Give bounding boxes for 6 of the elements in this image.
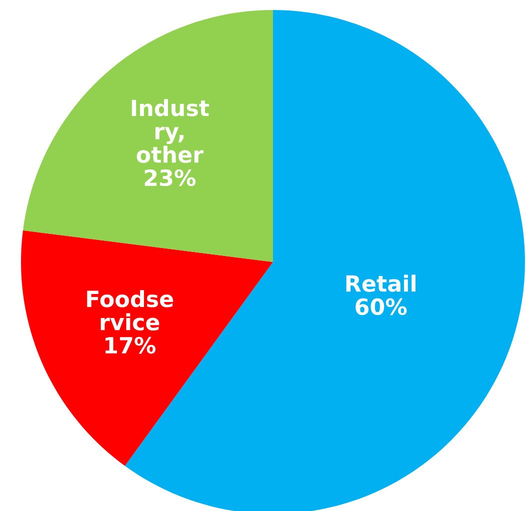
slice-label: Indust ry, other [132,99,210,163]
slice-label: Foodse rvice [87,290,174,330]
slice-label: Retail [346,274,416,292]
data-label: 60% [356,298,407,316]
data-label: 17% [106,336,156,354]
data-label: 23% [144,169,196,186]
